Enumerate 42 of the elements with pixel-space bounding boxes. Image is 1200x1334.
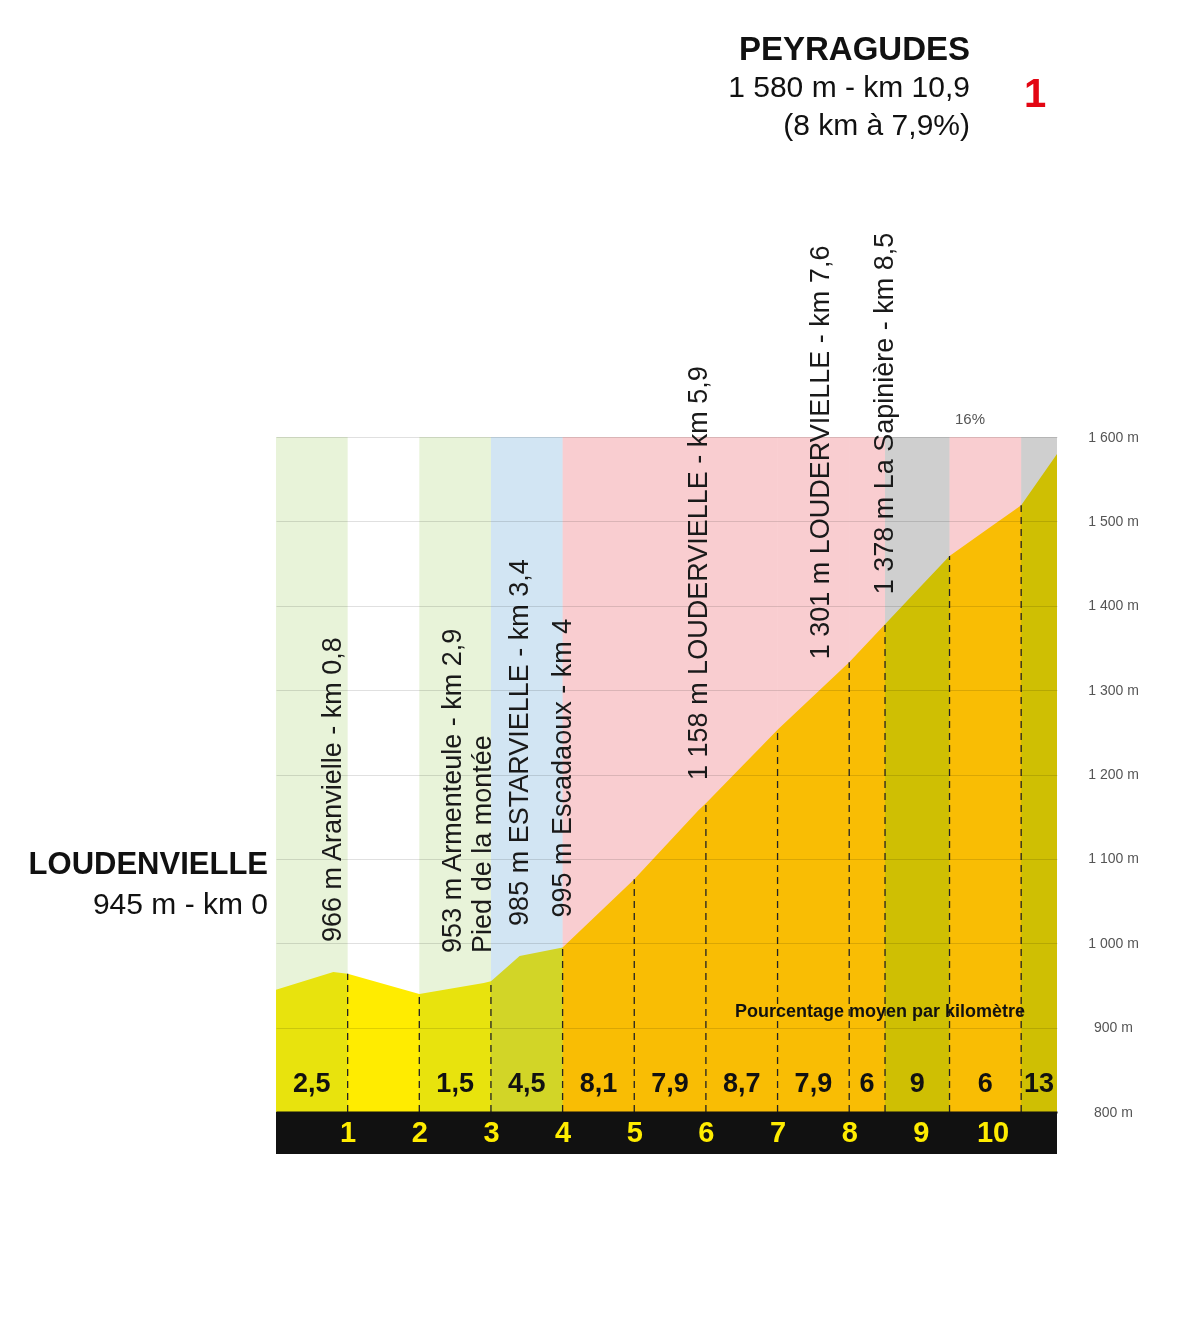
y-tick-label: 1 400 m: [1088, 597, 1139, 614]
annotation: 1 158 m LOUDERVIELLE - km 5,9: [682, 366, 713, 780]
band-label: 6: [859, 1068, 875, 1098]
y-tick-label: 1 500 m: [1088, 512, 1139, 529]
band-label: 7,9: [794, 1068, 833, 1098]
y-tick-label: 900 m: [1094, 1019, 1133, 1036]
band-label: 7,9: [651, 1068, 689, 1098]
band-label: 13: [1024, 1068, 1055, 1098]
y-tick-label: 1 000 m: [1088, 934, 1139, 951]
annotation: 985 m ESTARVIELLE - km 3,4: [503, 559, 534, 926]
x-tick-label: 6: [698, 1115, 715, 1148]
text: PEYRAGUDES 1 580 m - km 10,9 (8 km à 7,9%): [728, 30, 970, 141]
band-label: 1,5: [436, 1068, 474, 1098]
text: 1: [1023, 71, 1047, 115]
y-tick-label: 1 600 m: [1088, 428, 1139, 445]
x-tick-label: 9: [913, 1115, 930, 1148]
annotation: 1 378 m La Sapinière - km 8,5: [869, 232, 900, 595]
x-tick-label: 8: [841, 1115, 858, 1148]
y-tick-label: 800 m: [1094, 1103, 1133, 1120]
band-label: 6: [977, 1068, 993, 1098]
x-tick-label: 7: [769, 1115, 787, 1148]
annotation: 966 m Aranvielle - km 0,8: [317, 637, 348, 942]
annotation: Pourcentage moyen par kilomètre: [734, 1001, 1026, 1021]
y-tick-label: 1 100 m: [1088, 850, 1139, 867]
annotation: 953 m Armenteule - km 2,9 Pied de la montée: [436, 628, 497, 953]
x-tick-label: 2: [411, 1115, 428, 1148]
band-label: 9: [909, 1068, 925, 1098]
band-label: 4,5: [508, 1068, 546, 1098]
annotation: LOUDENVIELLE 945 m - km 0: [28, 845, 268, 920]
y-tick-label: 1 200 m: [1088, 766, 1139, 782]
x-tick-label: 10: [976, 1115, 1010, 1148]
x-tick-label: 3: [483, 1115, 500, 1148]
annotation: 995 m Escadaoux - km 4: [546, 618, 577, 918]
x-tick-label: 4: [555, 1115, 572, 1148]
annotation: 1 301 m LOUDERVIELLE - km 7,6: [804, 245, 835, 660]
text: 16%: [954, 410, 986, 427]
x-tick-label: 1: [340, 1115, 357, 1148]
band-label: 8,1: [579, 1068, 618, 1098]
band-label: 8,7: [722, 1068, 761, 1098]
y-tick-label: 1 300 m: [1088, 681, 1139, 698]
band-label: 2,5: [293, 1068, 331, 1098]
x-tick-label: 5: [626, 1115, 643, 1148]
